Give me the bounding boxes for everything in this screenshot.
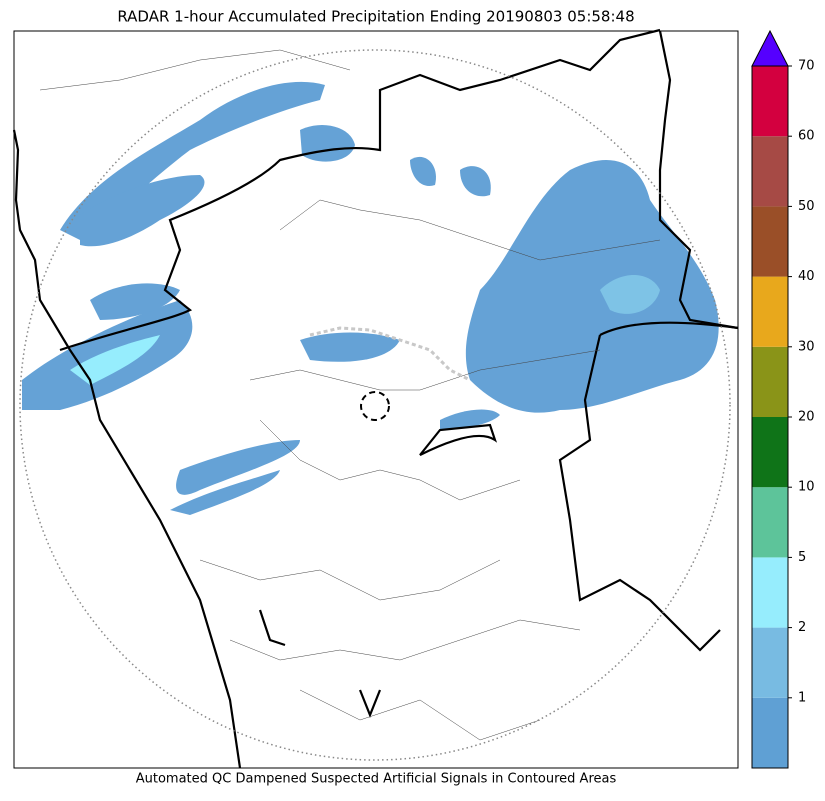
color-band (752, 276, 788, 347)
color-band (752, 487, 788, 558)
colorbar: 1 2 5 10 20 30 40 50 60 70 (751, 29, 815, 769)
color-band (752, 697, 788, 768)
colorbar-tick-label: 30 (798, 339, 815, 354)
colorbar-tick-label: 2 (798, 620, 806, 635)
colorbar-tick-label: 40 (798, 269, 815, 284)
over-triangle (751, 29, 789, 67)
color-band (752, 206, 788, 277)
colorbar-tick-label: 10 (798, 480, 815, 495)
colorbar-tick-label: 1 (798, 690, 806, 705)
color-band (752, 417, 788, 488)
title: RADAR 1-hour Accumulated Precipitation E… (117, 8, 634, 26)
color-band (752, 66, 788, 137)
color-band (752, 627, 788, 698)
caption: Automated QC Dampened Suspected Artifici… (136, 772, 617, 787)
color-band (752, 346, 788, 417)
colorbar-tick-label: 20 (798, 410, 815, 425)
colorbar-tick-label: 50 (798, 199, 815, 214)
map (12, 28, 739, 769)
colorbar-tick-label: 60 (798, 129, 815, 144)
colorbar-tick-label: 70 (798, 59, 815, 74)
colorbar-tick-label: 5 (798, 550, 806, 565)
color-band (752, 557, 788, 628)
color-band (752, 136, 788, 207)
